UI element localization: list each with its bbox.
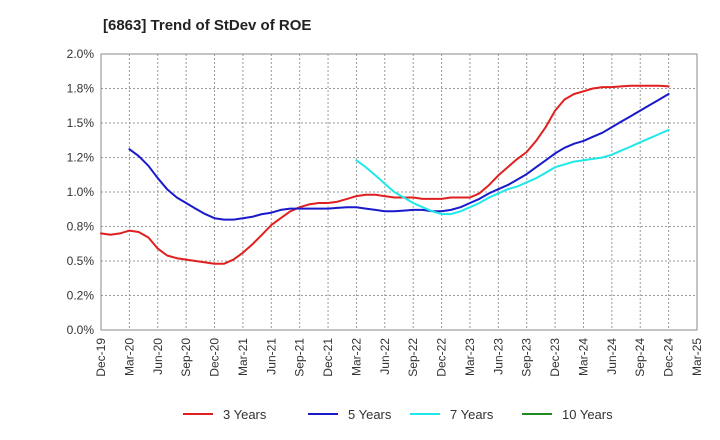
y-tick-label: 0.5%: [67, 254, 95, 268]
x-tick-label: Sep-23: [520, 338, 534, 377]
x-tick-label: Mar-22: [349, 338, 363, 376]
x-tick-label: Jun-24: [605, 338, 619, 375]
x-tick-label: Sep-21: [293, 338, 307, 377]
x-tick-label: Dec-22: [435, 338, 449, 377]
y-axis-ticks: 0.0% 0.2% 0.5% 0.8% 1.0% 1.2% 1.5% 1.8% 2.0%: [67, 47, 95, 337]
x-tick-label: Sep-24: [633, 338, 647, 377]
series-line-5-years: [128, 93, 670, 221]
x-tick-label: Dec-21: [321, 338, 335, 377]
legend-label-3-years: 3 Years: [223, 407, 267, 422]
y-tick-label: 1.8%: [67, 82, 95, 96]
x-tick-label: Sep-22: [406, 338, 420, 377]
y-tick-label: 0.0%: [67, 323, 95, 337]
series-line-7-years: [355, 128, 670, 216]
y-tick-label: 0.2%: [67, 289, 95, 303]
legend: 3 Years 5 Years 7 Years 10 Years: [183, 407, 613, 422]
x-tick-label: Mar-24: [576, 338, 590, 376]
legend-label-5-years: 5 Years: [348, 407, 392, 422]
x-tick-label: Dec-23: [548, 338, 562, 377]
x-tick-label: Jun-22: [378, 338, 392, 375]
x-tick-label: Dec-20: [208, 338, 222, 377]
legend-label-7-years: 7 Years: [450, 407, 494, 422]
y-tick-label: 2.0%: [67, 47, 95, 61]
y-tick-label: 1.2%: [67, 151, 95, 165]
y-tick-label: 1.0%: [67, 185, 95, 199]
x-tick-label: Mar-20: [122, 338, 136, 376]
chart-title: [6863] Trend of StDev of ROE: [103, 17, 311, 34]
x-tick-label: Mar-21: [236, 338, 250, 376]
x-tick-label: Dec-24: [662, 338, 676, 377]
x-tick-label: Mar-23: [463, 338, 477, 376]
grid: [101, 54, 697, 330]
x-tick-label: Jun-23: [491, 338, 505, 375]
x-tick-label: Jun-20: [151, 338, 165, 375]
x-axis-ticks: Dec-19 Mar-20 Jun-20 Sep-20 Dec-20 Mar-21 Jun-…: [94, 338, 704, 377]
x-tick-label: Mar-25: [690, 338, 704, 376]
series-line-3-years: [100, 84, 670, 265]
legend-label-10-years: 10 Years: [562, 407, 613, 422]
y-tick-label: 1.5%: [67, 116, 95, 130]
x-tick-label: Dec-19: [94, 338, 108, 377]
series-lines: [100, 84, 670, 265]
x-tick-label: Sep-20: [179, 338, 193, 377]
plot-area: [100, 53, 698, 331]
x-tick-label: Jun-21: [264, 338, 278, 375]
y-tick-label: 0.8%: [67, 220, 95, 234]
